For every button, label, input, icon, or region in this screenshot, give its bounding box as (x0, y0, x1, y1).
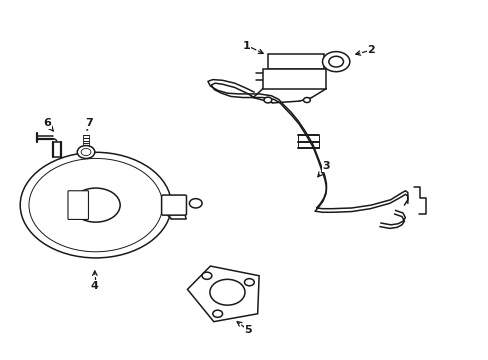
Ellipse shape (20, 152, 171, 258)
FancyBboxPatch shape (161, 195, 186, 215)
Circle shape (244, 279, 254, 286)
FancyBboxPatch shape (68, 191, 88, 220)
Text: 2: 2 (366, 45, 374, 55)
Text: 3: 3 (322, 161, 329, 171)
Polygon shape (187, 266, 259, 321)
Ellipse shape (29, 158, 162, 252)
Text: 4: 4 (91, 281, 99, 291)
Ellipse shape (71, 188, 120, 222)
Ellipse shape (209, 279, 244, 305)
Circle shape (77, 145, 95, 158)
Circle shape (81, 148, 91, 156)
Text: 1: 1 (243, 41, 250, 50)
Text: 5: 5 (244, 325, 251, 335)
Circle shape (322, 51, 349, 72)
Polygon shape (263, 69, 326, 89)
Circle shape (328, 56, 343, 67)
Text: 6: 6 (43, 118, 51, 128)
Circle shape (212, 310, 222, 318)
Circle shape (264, 97, 271, 103)
Text: 7: 7 (85, 118, 93, 128)
Polygon shape (267, 54, 324, 69)
Circle shape (303, 98, 310, 103)
Circle shape (202, 272, 211, 279)
Circle shape (189, 199, 202, 208)
